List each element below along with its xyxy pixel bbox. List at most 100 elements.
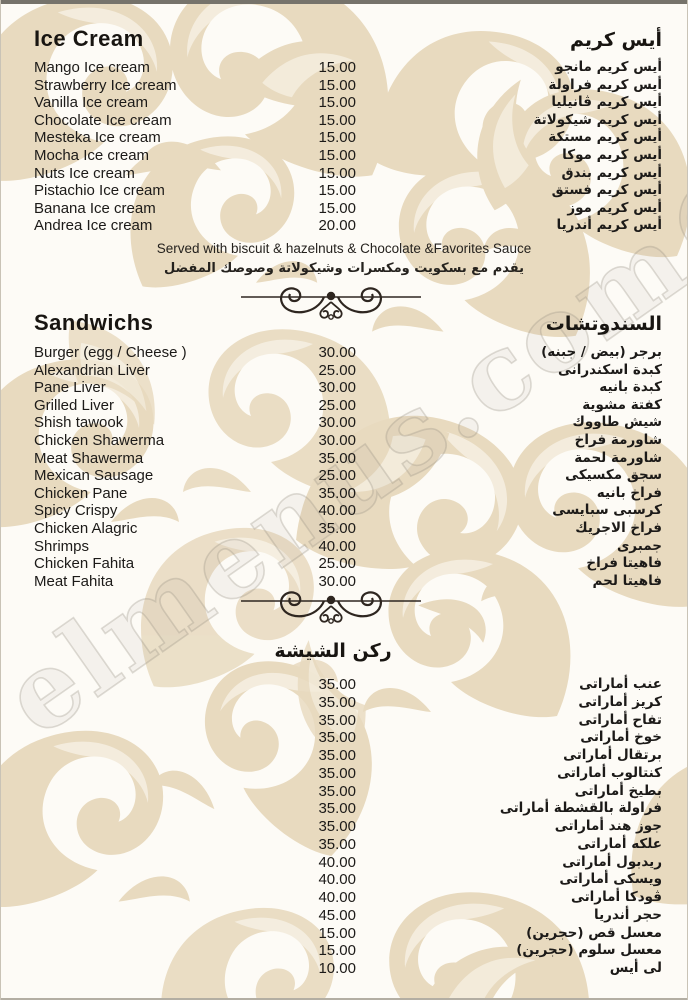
item-name-ar: كفتة مشوية xyxy=(582,396,662,413)
menu-item-row: 35.00 جوز هند أماراتى xyxy=(34,818,662,836)
menu-item-row: Spicy Crispy 40.00 كرسبى سبايسى xyxy=(34,502,662,520)
item-name-en: Mesteka Ice cream xyxy=(34,129,161,147)
menu-item-row: Vanilla Ice cream 15.00 أيس كريم ڤانيليا xyxy=(34,94,662,112)
menu-item-row: Pane Liver 30.00 كبدة بانيه xyxy=(34,379,662,397)
item-name-ar: أيس كريم مستكة xyxy=(548,129,662,146)
item-name-ar: أيس كريم موكا xyxy=(562,146,662,163)
menu-item-row: 35.00 علكه أماراتى xyxy=(34,836,662,854)
item-name-en: Meat Shawerma xyxy=(34,449,144,467)
item-name-en: Nuts Ice cream xyxy=(34,164,135,182)
item-name-en: Meat Fahita xyxy=(34,572,114,590)
menu-item-row: Nuts Ice cream 15.00 أيس كريم بندق xyxy=(34,165,662,183)
item-price: 15.00 xyxy=(318,164,356,182)
item-name-ar: فراولة بالقشطة أماراتى xyxy=(499,800,662,817)
item-price: 30.00 xyxy=(318,414,356,432)
item-name-ar: سجق مكسيكى xyxy=(565,467,662,484)
item-name-en: Chocolate Ice cream xyxy=(34,111,172,129)
item-name-ar: عنب أماراتى xyxy=(579,676,662,692)
item-name-ar: برتقال أماراتى xyxy=(563,747,662,763)
menu-item-row: Mocha Ice cream 15.00 أيس كريم موكا xyxy=(34,147,662,165)
item-name-ar: فراخ الاجريك xyxy=(575,519,662,536)
item-price: 45.00 xyxy=(318,906,356,924)
item-name-ar: أيس كريم شيكولاتة xyxy=(533,111,663,128)
menu-item-row: Shrimps 40.00 جمبرى xyxy=(34,538,662,556)
menu-item-row: Chicken Fahita 25.00 فاهيتا فراخ xyxy=(34,555,662,573)
item-price: 15.00 xyxy=(318,182,356,200)
menu-item-row: 35.00 خوخ أماراتى xyxy=(34,729,662,747)
item-name-ar: كريز أماراتى xyxy=(578,693,662,710)
item-price: 35.00 xyxy=(318,729,356,747)
item-name-en: Alexandrian Liver xyxy=(34,361,150,379)
item-price: 15.00 xyxy=(318,76,356,94)
item-price: 40.00 xyxy=(318,889,356,906)
item-price: 30.00 xyxy=(318,344,356,361)
item-name-ar: جمبرى xyxy=(616,537,662,554)
ornament-divider xyxy=(241,591,421,624)
item-name-en: Shrimps xyxy=(34,537,90,555)
item-price: 30.00 xyxy=(318,431,356,449)
menu-item-row: 10.00 لى أيس xyxy=(34,960,662,978)
bottom-border-bar xyxy=(1,998,687,1000)
item-name-en: Spicy Crispy xyxy=(34,502,118,520)
item-name-en: Mocha Ice cream xyxy=(34,146,150,164)
menu-item-row: Strawberry Ice cream 15.00 أيس كريم فراو… xyxy=(34,77,662,95)
item-name-en: Pistachio Ice cream xyxy=(34,182,165,200)
item-name-en: Shish tawook xyxy=(34,414,124,432)
item-price: 35.00 xyxy=(318,835,356,853)
item-name-en: Banana Ice cream xyxy=(34,199,156,217)
top-border-bar xyxy=(1,0,687,4)
menu-item-row: 35.00 بطيخ أماراتى xyxy=(34,783,662,801)
menu-item-row: Andrea Ice cream 20.00 أيس كريم أندريا xyxy=(34,217,662,235)
item-price: 25.00 xyxy=(318,361,356,379)
item-price: 40.00 xyxy=(318,537,356,555)
ice-cream-note-en: Served with biscuit & hazelnuts & Chocol… xyxy=(156,241,532,256)
menu-item-row: 35.00 عنب أماراتى xyxy=(34,676,662,694)
item-name-ar: كبدة بانيه xyxy=(599,379,662,396)
menu-item-row: 35.00 تفاح أماراتى xyxy=(34,712,662,730)
item-name-ar: أيس كريم فراولة xyxy=(548,76,662,93)
ice-cream-title-en: Ice Cream xyxy=(34,26,144,51)
ice-cream-note-ar: يقدم مع بسكويت ومكسرات وشيكولاتة وصوصك ا… xyxy=(164,261,524,276)
item-name-ar: فاهيتا لحم xyxy=(592,572,662,589)
item-price: 35.00 xyxy=(318,676,356,693)
item-price: 30.00 xyxy=(318,379,356,397)
item-price: 35.00 xyxy=(318,800,356,818)
item-name-ar: حجر أندريا xyxy=(594,906,662,923)
sandwiches-section-header: Sandwichs السندوتشات xyxy=(34,310,662,336)
item-price: 20.00 xyxy=(318,217,356,235)
item-price: 15.00 xyxy=(318,59,356,76)
item-name-en: Pane Liver xyxy=(34,379,106,397)
item-price: 35.00 xyxy=(318,519,356,537)
item-name-ar: أيس كريم موز xyxy=(567,199,662,216)
item-name-ar: معسل قص (حجرين) xyxy=(526,924,662,941)
item-name-ar: بطيخ أماراتى xyxy=(574,782,662,799)
ice-cream-section-header: Ice Cream أيس كريم xyxy=(34,26,662,52)
item-price: 30.00 xyxy=(318,572,356,590)
sandwiches-title-en: Sandwichs xyxy=(34,310,154,335)
item-name-en: Chicken Fahita xyxy=(34,555,135,573)
item-name-ar: ويسكى أماراتى xyxy=(559,871,662,888)
item-name-ar: ڤودكا أماراتى xyxy=(570,889,662,905)
menu-item-row: Chicken Alagric 35.00 فراخ الاجريك xyxy=(34,520,662,538)
shisha-item-list: 35.00 عنب أماراتى 35.00 كريز أماراتى 35.… xyxy=(34,676,662,978)
item-price: 10.00 xyxy=(318,960,356,977)
item-name-ar: شاورمة فراخ xyxy=(574,431,662,448)
item-price: 35.00 xyxy=(318,693,356,711)
menu-item-row: 40.00 ريدبول أماراتى xyxy=(34,854,662,872)
item-name-en: Mexican Sausage xyxy=(34,467,154,485)
menu-item-row: Chicken Shawerma 30.00 شاورمة فراخ xyxy=(34,432,662,450)
item-name-ar: فاهيتا فراخ xyxy=(586,555,662,572)
shisha-title-ar: ركن الشيشة xyxy=(274,640,392,662)
menu-item-row: Burger (egg / Cheese ) 30.00 برجر (بيض /… xyxy=(34,344,662,362)
menu-item-row: Mexican Sausage 25.00 سجق مكسيكى xyxy=(34,467,662,485)
item-price: 25.00 xyxy=(318,555,356,573)
item-name-ar: ريدبول أماراتى xyxy=(562,853,662,870)
menu-item-row: Mango Ice cream 15.00 أيس كريم مانجو xyxy=(34,59,662,77)
item-name-en: Mango Ice cream xyxy=(34,59,150,76)
menu-item-row: 35.00 فراولة بالقشطة أماراتى xyxy=(34,800,662,818)
menu-item-row: Banana Ice cream 15.00 أيس كريم موز xyxy=(34,200,662,218)
item-name-ar: أيس كريم مانجو xyxy=(555,59,662,75)
item-price: 40.00 xyxy=(318,502,356,520)
menu-item-row: Meat Fahita 30.00 فاهيتا لحم xyxy=(34,573,662,591)
